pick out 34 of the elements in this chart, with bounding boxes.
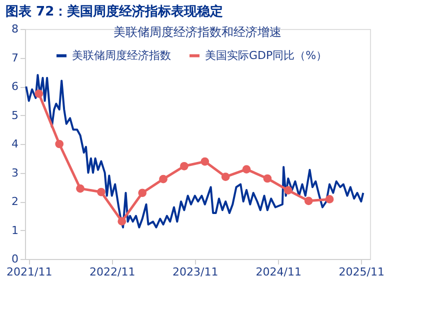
point xyxy=(34,90,44,98)
point xyxy=(263,174,272,183)
point xyxy=(325,195,334,204)
point xyxy=(304,196,313,206)
x-tick-label: 2021/11 xyxy=(6,266,52,278)
point xyxy=(76,184,84,193)
legend-label: 美联储周度经济指数 xyxy=(72,48,171,62)
x-tick-label: 2023/11 xyxy=(172,266,218,278)
y-tick-label: 6 xyxy=(12,80,18,93)
y-tick-label: 4 xyxy=(12,138,18,150)
point xyxy=(180,162,188,170)
x-tick-label: 2025/11 xyxy=(338,266,384,278)
legend-label: 美国实际GDP同比（%） xyxy=(205,48,328,62)
y-tick-label: 0 xyxy=(12,252,18,266)
line-series xyxy=(25,74,364,228)
y-tick-label: 3 xyxy=(12,166,18,180)
y-tick-label: 5 xyxy=(12,108,18,122)
y-tick-label: 8 xyxy=(12,22,18,36)
point xyxy=(118,217,126,226)
y-tick-label: 7 xyxy=(12,51,18,64)
x-tick-label: 2022/11 xyxy=(90,266,136,278)
y-tick-label: 1 xyxy=(12,224,18,237)
point xyxy=(159,174,168,184)
point xyxy=(242,165,251,174)
point xyxy=(221,172,230,181)
point xyxy=(138,188,147,198)
point xyxy=(55,140,64,148)
point xyxy=(200,157,210,166)
point xyxy=(284,186,292,194)
y-tick-label: 2 xyxy=(12,195,18,208)
point xyxy=(97,188,106,196)
x-tick-label: 2024/11 xyxy=(256,266,302,278)
chart-title: 图表 72：美国周度经济指标表现稳定 xyxy=(6,4,224,20)
chart-subtitle: 美联储周度经济指数和经济增速 xyxy=(114,25,282,39)
